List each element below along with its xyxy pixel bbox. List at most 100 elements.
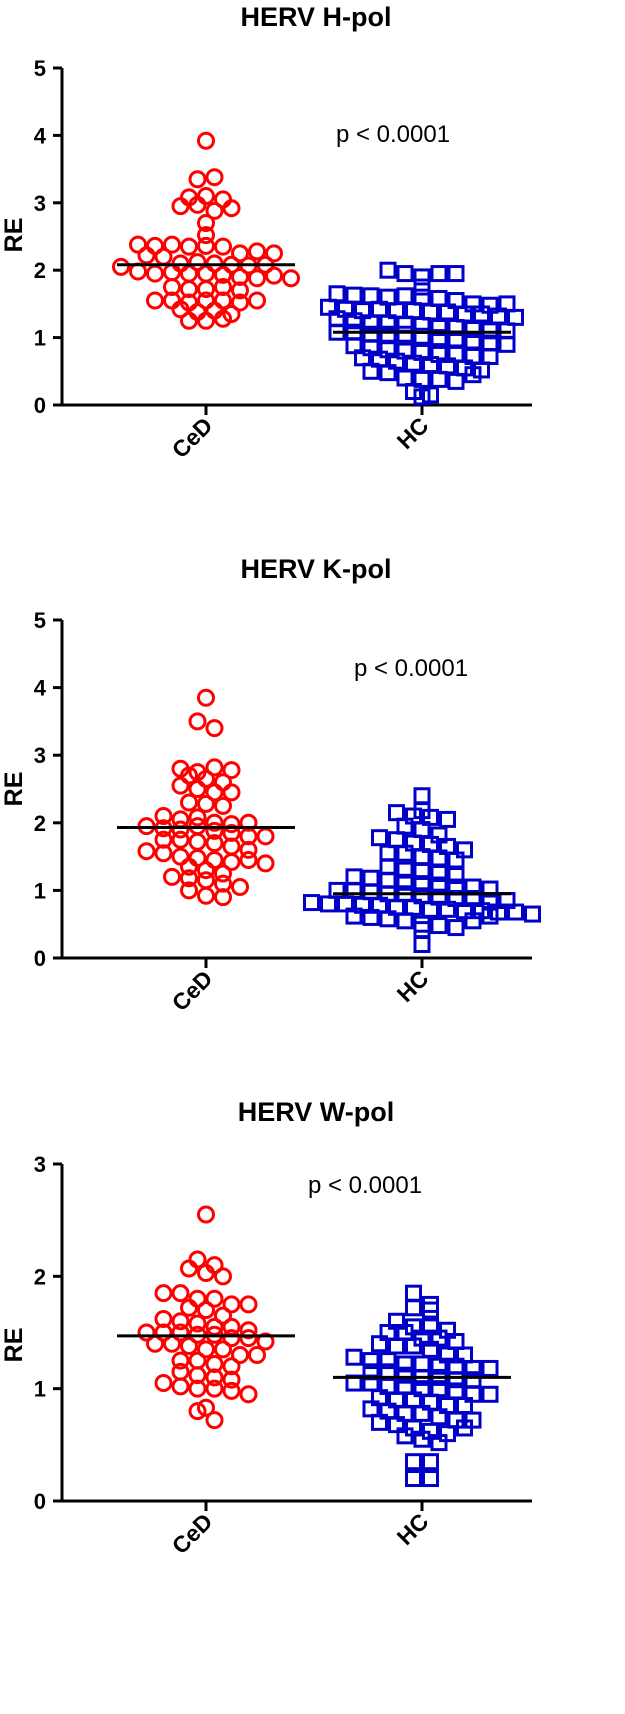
data-point-ced <box>112 257 130 276</box>
data-point-ced <box>154 1374 173 1393</box>
data-point-ced <box>163 278 181 297</box>
data-point-ced <box>265 244 283 263</box>
data-point-ced <box>188 1366 207 1385</box>
y-tick-label: 3 <box>34 743 46 768</box>
data-point-hc <box>430 1357 448 1375</box>
data-point-ced <box>197 1340 215 1359</box>
data-point-hc <box>345 312 363 330</box>
data-point-ced <box>163 867 181 886</box>
data-point-hc <box>413 1430 431 1448</box>
data-point-ced <box>214 237 232 256</box>
data-point-ced <box>188 780 207 798</box>
data-point-ced <box>214 278 232 297</box>
data-point-ced <box>205 821 224 840</box>
data-point-ced <box>197 688 215 707</box>
chart-svg: HERV K-pol RE p < 0.0001 0 1 2 3 4 5 CeD HC <box>0 554 541 1016</box>
data-point-hc <box>396 873 414 891</box>
data-point-hc <box>481 1385 499 1403</box>
p-value-annotation: p < 0.0001 <box>354 655 468 682</box>
data-point-ced <box>188 832 207 851</box>
data-point-ced <box>222 853 241 872</box>
data-point-ced <box>205 834 224 853</box>
data-point-ced <box>197 1263 215 1282</box>
data-point-ced <box>197 871 215 890</box>
data-point-ced <box>197 311 215 330</box>
data-point-ced <box>171 830 190 849</box>
data-point-hc <box>413 862 431 880</box>
data-point-ced <box>171 197 190 216</box>
data-point-ced <box>256 827 275 846</box>
data-point-ced <box>222 1370 241 1389</box>
y-axis-label: RE <box>0 218 28 253</box>
data-point-ced <box>146 291 164 310</box>
data-point-hc <box>396 315 414 333</box>
data-point-hc <box>413 1355 431 1373</box>
data-point-hc <box>379 314 397 332</box>
median-lines <box>117 263 511 334</box>
x-category-label: CeD <box>167 1508 218 1559</box>
data-point-ced <box>239 1385 258 1404</box>
data-point-ced <box>248 242 266 261</box>
data-point-ced <box>188 1379 207 1398</box>
data-point-ced <box>222 761 241 780</box>
data-point-ced <box>222 199 241 218</box>
data-point-ced <box>197 280 215 299</box>
data-point-hc <box>345 1348 363 1366</box>
data-point-hc <box>303 894 320 912</box>
data-point-ced <box>197 131 215 150</box>
y-tick-label: 1 <box>34 878 46 903</box>
data-point-hc <box>464 321 482 339</box>
data-point-ced <box>231 244 249 263</box>
data-point-ced <box>214 796 232 815</box>
data-point-hc <box>320 895 337 913</box>
chart-svg: HERV H-pol RE p < 0.0001 0 1 2 3 4 5 CeD HC <box>0 2 532 463</box>
data-point-ced <box>265 266 283 285</box>
data-point-hc <box>481 880 499 898</box>
data-point-ced <box>222 1329 241 1348</box>
data-point-ced <box>180 237 198 256</box>
data-point-hc <box>388 1337 405 1355</box>
x-category-label: HC <box>392 1508 434 1550</box>
data-point-hc <box>430 849 448 867</box>
data-point-ced <box>231 293 249 312</box>
data-point-ced <box>180 264 198 283</box>
data-point-ced <box>188 195 207 214</box>
data-point-hc <box>464 332 482 350</box>
data-point-ced <box>180 311 198 330</box>
data-point-ced <box>180 280 198 299</box>
data-point-ced <box>205 1411 224 1430</box>
data-point-ced <box>231 1345 249 1364</box>
data-point-hc <box>430 265 448 283</box>
y-tick-label: 2 <box>34 258 46 283</box>
data-point-ced <box>231 878 249 897</box>
data-point-hc <box>430 876 448 894</box>
data-point-ced <box>239 840 258 859</box>
data-point-hc <box>379 910 397 928</box>
data-point-ced <box>197 861 215 880</box>
data-point-hc <box>413 327 431 345</box>
data-point-ced <box>171 300 190 319</box>
data-point-ced <box>146 1334 164 1353</box>
data-point-ced <box>256 854 275 873</box>
data-point-ced <box>171 1323 190 1342</box>
data-point-hc <box>413 288 431 306</box>
data-point-hc <box>396 265 414 283</box>
data-point-hc <box>524 905 541 923</box>
data-point-ced <box>171 1351 190 1370</box>
data-point-hc <box>396 1355 414 1373</box>
data-point-hc <box>396 1427 414 1445</box>
data-point-ced <box>205 168 224 187</box>
data-point-ced <box>163 263 181 282</box>
data-point-hc <box>413 875 431 893</box>
chart-panel-herv-w-pol: HERV W-pol RE p < 0.0001 0 1 2 3 CeD HC <box>0 1097 625 1713</box>
data-point-hc <box>371 1335 388 1353</box>
data-point-hc <box>439 303 456 321</box>
data-point-ced <box>197 187 215 206</box>
data-point-hc <box>430 370 448 388</box>
data-point-ced <box>222 815 241 834</box>
data-point-hc <box>396 287 414 305</box>
data-point-hc <box>413 787 431 805</box>
data-point-hc <box>371 829 388 847</box>
data-point-hc <box>507 308 524 326</box>
data-point-hc <box>430 318 448 336</box>
